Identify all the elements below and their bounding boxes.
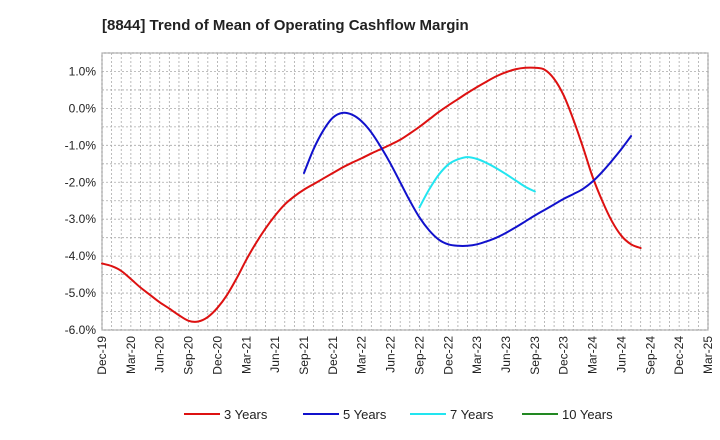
x-tick-label: Mar-22 (355, 336, 369, 374)
x-tick-label: Mar-25 (701, 336, 715, 374)
y-tick-label: 0.0% (69, 101, 97, 115)
y-tick-label: -2.0% (65, 175, 97, 189)
x-tick-label: Jun-23 (499, 336, 513, 373)
series-line-3-years (101, 66, 642, 323)
y-tick-label: -4.0% (65, 249, 97, 263)
y-tick-label: -3.0% (65, 212, 97, 226)
legend-label: 3 Years (224, 407, 268, 422)
x-tick-label: Sep-22 (412, 336, 426, 375)
x-tick-label: Mar-21 (239, 336, 253, 374)
y-tick-label: -1.0% (65, 138, 97, 152)
y-tick-label: -6.0% (65, 323, 97, 337)
x-tick-label: Dec-24 (672, 336, 686, 375)
x-tick-label: Dec-20 (210, 336, 224, 375)
x-axis-tick-labels: Dec-19 Mar-20 Jun-20 Sep-20 Dec-20 Mar-21 Jun-… (95, 336, 715, 375)
x-tick-label: Sep-23 (528, 336, 542, 375)
legend-label: 5 Years (343, 407, 387, 422)
series-line-5-years (303, 111, 633, 247)
x-tick-label: Dec-19 (95, 336, 109, 375)
x-tick-label: Sep-20 (182, 336, 196, 375)
y-tick-label: 1.0% (69, 64, 97, 78)
x-tick-label: Dec-22 (441, 336, 455, 375)
x-tick-label: Mar-23 (470, 336, 484, 374)
chart-title: [8844] Trend of Mean of Operating Cashfl… (102, 17, 469, 34)
x-tick-label: Jun-20 (153, 336, 167, 373)
legend-label: 10 Years (562, 407, 613, 422)
x-tick-label: Jun-24 (614, 336, 628, 373)
series-line-7-years (418, 156, 536, 209)
grid (101, 52, 709, 331)
x-tick-label: Sep-21 (297, 336, 311, 375)
series-lines (101, 66, 642, 323)
x-tick-label: Mar-20 (124, 336, 138, 374)
legend-label: 7 Years (450, 407, 494, 422)
x-tick-label: Mar-24 (586, 336, 600, 374)
legend: 3 Years 5 Years 7 Years 10 Years (184, 407, 613, 422)
x-tick-label: Jun-21 (268, 336, 282, 373)
y-axis-tick-labels: 1.0% 0.0% -1.0% -2.0% -3.0% -4.0% -5.0% -6.0% (65, 64, 97, 337)
x-tick-label: Jun-22 (384, 336, 398, 373)
x-tick-label: Dec-21 (326, 336, 340, 375)
y-tick-label: -5.0% (65, 286, 97, 300)
x-tick-label: Sep-24 (643, 336, 657, 375)
x-tick-label: Dec-23 (557, 336, 571, 375)
